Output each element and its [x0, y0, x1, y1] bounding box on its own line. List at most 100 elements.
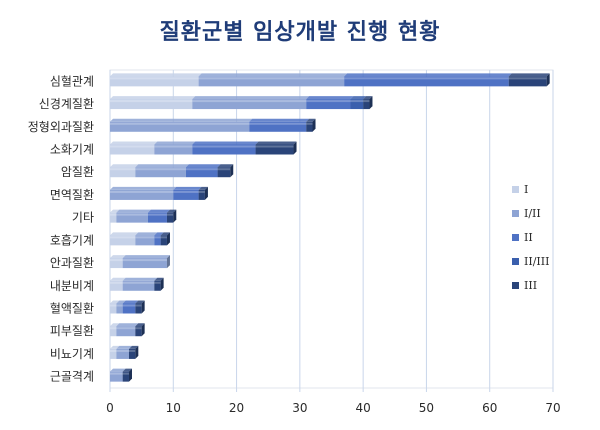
bar-segment: [110, 76, 199, 87]
bar-segment: [110, 326, 117, 337]
category-label: 호흡기계: [50, 233, 94, 247]
bar-segment-top: [306, 96, 354, 100]
bar-segment-top: [135, 232, 158, 236]
bar-segment-highlight: [508, 77, 547, 80]
bar-segment: [185, 167, 218, 178]
bar-segment: [154, 235, 161, 246]
bar-segment-highlight: [306, 100, 351, 103]
bar-segment-highlight: [135, 168, 186, 171]
bar-segment-top: [122, 368, 132, 372]
bar-end-face: [166, 232, 170, 246]
x-tick-label: 50: [419, 401, 434, 415]
bar-segment-highlight: [122, 304, 136, 307]
bar-segment: [110, 235, 136, 246]
bar-segment-highlight: [306, 122, 313, 125]
bar-segment-top: [192, 96, 310, 100]
bar-end-face: [293, 141, 297, 155]
bar-end-face: [166, 255, 170, 269]
bar-segment: [135, 235, 155, 246]
bar-segment: [173, 189, 199, 200]
plot-area: [109, 69, 554, 389]
bar-segment-highlight: [185, 168, 218, 171]
category-label: 비뇨기계: [50, 347, 94, 361]
bar-segment-top: [122, 300, 139, 304]
bar-segment: [110, 144, 155, 155]
bar-segment-highlight: [110, 236, 136, 239]
bar-segment: [110, 371, 123, 382]
bar-segment-top: [249, 118, 310, 122]
bar-segment: [116, 326, 136, 337]
bar-segment-top: [135, 164, 189, 168]
bar-segment: [192, 99, 307, 110]
bar-segment-highlight: [198, 190, 205, 193]
bar-segment-top: [154, 277, 164, 281]
bar-segment-top: [173, 186, 202, 190]
legend-label: II: [524, 231, 533, 244]
bar-segment-highlight: [122, 281, 155, 284]
bar-segment-top: [110, 209, 120, 213]
bar-segment-highlight: [110, 213, 117, 216]
bar-segment-highlight: [135, 327, 142, 330]
bar-segment: [306, 99, 351, 110]
x-tick-label: 70: [545, 401, 560, 415]
bar-segment-top: [217, 164, 234, 168]
category-label: 혈액질환: [50, 302, 94, 316]
legend-label: I: [524, 183, 528, 196]
bar-end-face: [141, 300, 145, 314]
bar-segment-top: [116, 345, 132, 349]
bar-segment-highlight: [110, 281, 123, 284]
bar-end-face: [173, 209, 177, 223]
bar-segment: [160, 235, 167, 246]
bar-end-face: [230, 164, 234, 178]
legend-swatch: [512, 282, 519, 289]
bar-segment: [116, 303, 123, 314]
bar-segment-highlight: [116, 327, 136, 330]
x-tick-labels: 0 10 20 30 40 50 60 70: [106, 401, 560, 415]
bar-segment: [217, 167, 231, 178]
bar-segment-highlight: [110, 122, 250, 125]
bar-segment: [135, 167, 186, 178]
legend-swatch: [512, 234, 519, 241]
bar-segment-top: [110, 277, 126, 281]
bar-segment-top: [185, 164, 221, 168]
bar-segment-top: [110, 300, 120, 304]
bar-end-face: [128, 368, 132, 382]
category-label: 암질환: [61, 165, 94, 179]
bar-segment-highlight: [192, 145, 256, 148]
x-tick-label: 10: [166, 401, 181, 415]
bar-segment: [350, 99, 364, 110]
legend-label: II/III: [524, 255, 549, 268]
x-tick-label: 60: [482, 401, 497, 415]
bar-segment-top: [135, 300, 145, 304]
bar-segment: [306, 121, 313, 132]
bar-segment-highlight: [110, 190, 174, 193]
bar-segment-highlight: [255, 145, 294, 148]
category-label: 기타: [72, 211, 94, 225]
bar-segment-highlight: [249, 122, 307, 125]
bar-end-face: [135, 345, 139, 359]
bar-segment: [344, 76, 509, 87]
bar-end-face: [160, 277, 164, 291]
bar-segment-highlight: [135, 304, 142, 307]
bar-segment: [135, 303, 142, 314]
bar-segment-top: [116, 300, 126, 304]
bar-segment: [154, 280, 161, 291]
legend-label: III: [524, 279, 537, 292]
bar-segment-highlight: [217, 168, 231, 171]
grid-lines: [109, 69, 554, 392]
bar-segment: [363, 99, 370, 110]
bar-segment-highlight: [147, 213, 167, 216]
category-label: 근골격계: [50, 370, 94, 384]
bar-segment-top: [110, 368, 126, 372]
bar-segment: [110, 167, 136, 178]
bar-segment: [122, 303, 136, 314]
bar-segment: [116, 212, 148, 223]
bar-segment-highlight: [166, 213, 174, 216]
bar-segment-top: [350, 96, 367, 100]
bar-segment-top: [508, 73, 550, 77]
bar-segment-highlight: [110, 145, 155, 148]
bar-segment-top: [154, 141, 196, 145]
bar-end-face: [546, 73, 550, 87]
bar-segment: [154, 144, 193, 155]
